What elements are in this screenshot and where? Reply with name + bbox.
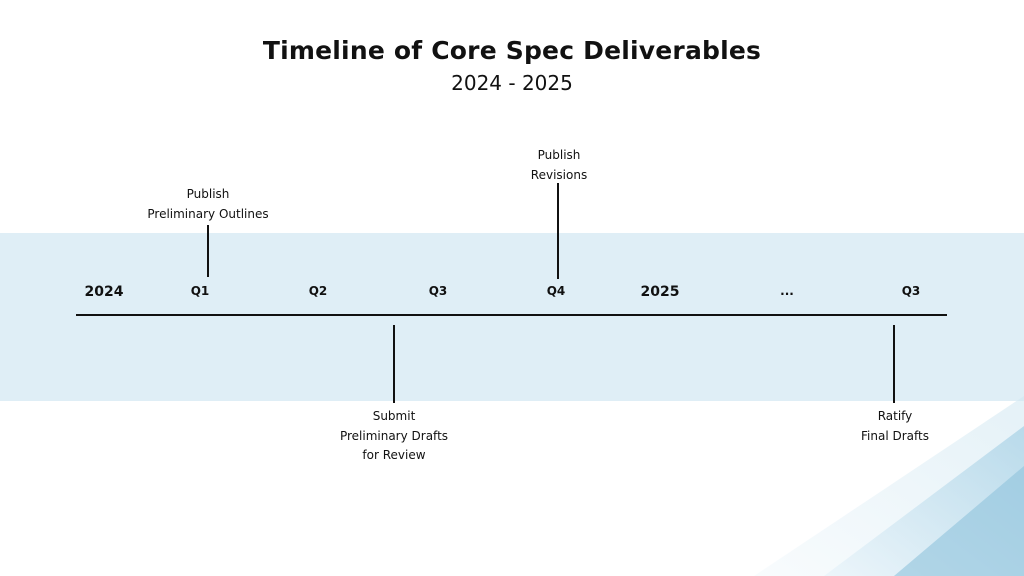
- timeline-axis: [76, 314, 947, 316]
- event-label-publish-revisions: Publish Revisions: [459, 146, 659, 185]
- tick-label-q4: Q4: [546, 284, 566, 298]
- slide-subtitle: 2024 - 2025: [451, 71, 573, 95]
- tick-label-q1: Q1: [190, 284, 210, 298]
- tick-label-q3-2025: Q3: [901, 284, 921, 298]
- event-line: Publish: [186, 187, 230, 201]
- tick-label-2024: 2024: [84, 284, 124, 300]
- event-label-submit-drafts: Submit Preliminary Drafts for Review: [294, 407, 494, 466]
- slide-title: Timeline of Core Spec Deliverables: [262, 36, 762, 65]
- event-stem-submit-drafts: [393, 325, 395, 403]
- event-stem-ratify: [893, 325, 895, 403]
- event-line: for Review: [362, 448, 426, 462]
- event-label-ratify: Ratify Final Drafts: [795, 407, 995, 446]
- tick-label-q3: Q3: [428, 284, 448, 298]
- event-line: Ratify: [877, 409, 913, 423]
- timeline-band: [0, 233, 1024, 401]
- tick-label-2025: 2025: [640, 284, 680, 300]
- event-line: Publish: [537, 148, 581, 162]
- tick-label-ellipsis: ...: [780, 284, 794, 298]
- event-line: Submit: [372, 409, 416, 423]
- tick-label-q2: Q2: [308, 284, 328, 298]
- event-stem-publish-revisions: [557, 183, 559, 279]
- event-line: Preliminary Outlines: [147, 206, 269, 221]
- corner-decoration: [754, 396, 1024, 576]
- event-line: Revisions: [530, 167, 588, 182]
- event-stem-publish-outlines: [207, 225, 209, 277]
- event-label-publish-outlines: Publish Preliminary Outlines: [108, 185, 308, 224]
- event-line: Final Drafts: [861, 428, 929, 443]
- event-line: Preliminary Drafts: [339, 428, 449, 443]
